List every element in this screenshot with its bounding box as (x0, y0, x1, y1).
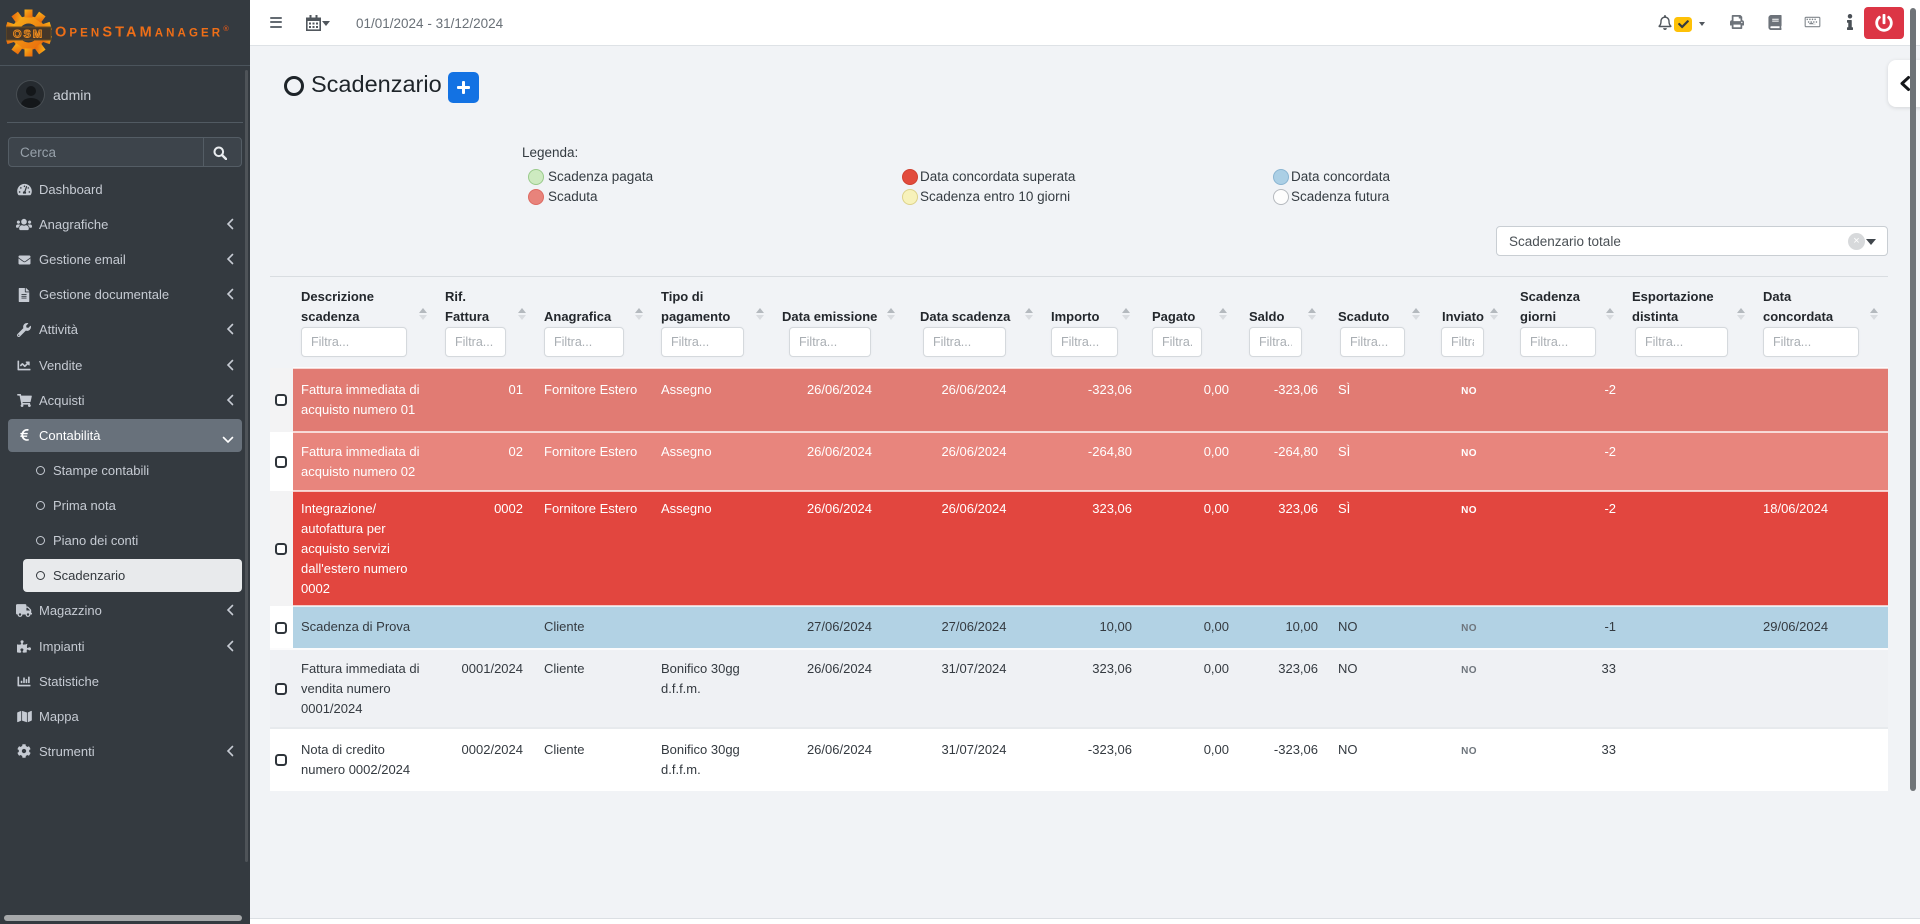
svg-text:OSM: OSM (13, 29, 44, 41)
